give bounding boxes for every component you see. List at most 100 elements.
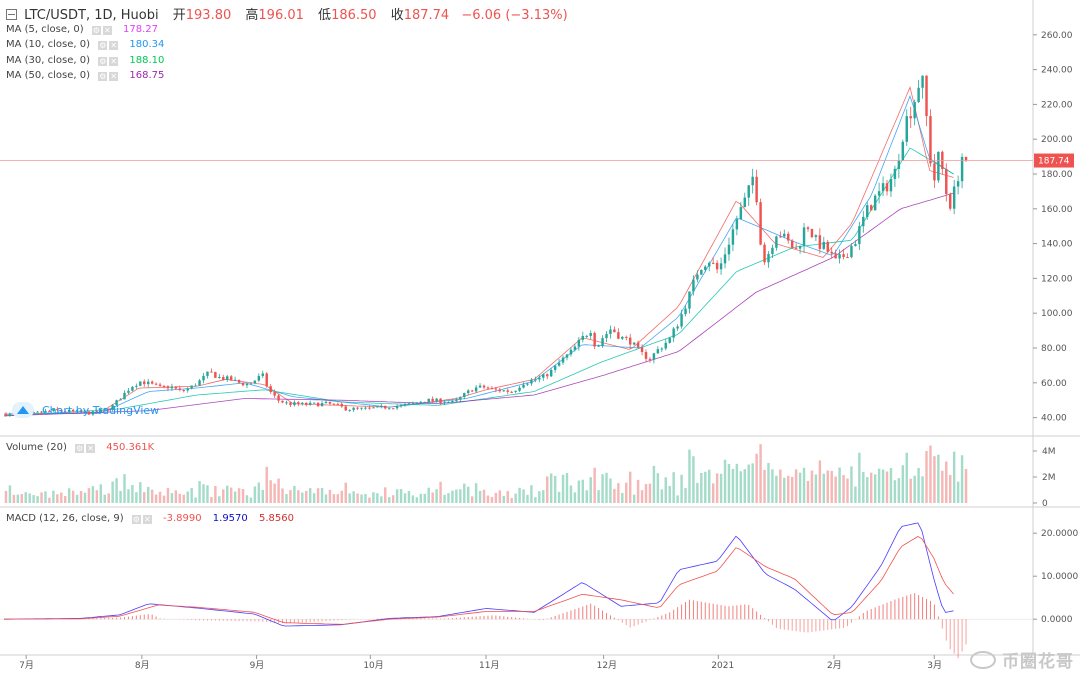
candle-body xyxy=(182,390,185,392)
volume-bar xyxy=(273,483,276,503)
candle-body xyxy=(826,241,829,252)
volume-bar xyxy=(747,464,750,503)
volume-bar xyxy=(344,482,347,503)
indicator-ma30[interactable]: MA (30, close, 0) ⚙ ✕ 188.10 xyxy=(6,55,164,66)
volume-bar xyxy=(866,477,869,503)
indicator-ma5[interactable]: MA (5, close, 0) ⚙ ✕ 178.27 xyxy=(6,24,158,35)
candle-body xyxy=(933,163,936,181)
volume-bar xyxy=(779,469,782,503)
tradingview-attribution[interactable]: Chart by TradingView xyxy=(12,402,159,418)
time-tick-label: 10月 xyxy=(363,660,383,671)
volume-bar xyxy=(166,487,170,503)
volume-bar xyxy=(771,469,774,503)
histogram-value: 5.8560 xyxy=(258,513,294,524)
price-tick-label: 80.00 xyxy=(1041,344,1067,354)
volume-bar xyxy=(182,494,185,503)
volume-bar xyxy=(526,494,529,503)
volume-bar xyxy=(913,475,916,503)
volume-bar xyxy=(549,473,553,503)
candle-body xyxy=(866,205,869,217)
macd-tick-label: 0.0000 xyxy=(1041,615,1073,625)
volume-bar xyxy=(131,485,134,503)
symbol-title: LTC/USDT, 1D, Huobi xyxy=(24,8,159,23)
volume-bar xyxy=(324,494,328,503)
volume-bar xyxy=(921,476,924,503)
volume-bar xyxy=(12,494,16,503)
close-icon[interactable]: ✕ xyxy=(102,26,112,35)
candle-body xyxy=(245,383,249,386)
candle-body xyxy=(249,383,253,385)
candle-body xyxy=(787,233,790,241)
settings-icon[interactable]: ⚙ xyxy=(75,444,85,453)
candle-body xyxy=(435,398,438,401)
ma-line xyxy=(3,86,954,415)
volume-bar xyxy=(186,491,189,503)
volume-bar xyxy=(814,474,818,503)
candle-body xyxy=(549,369,553,377)
volume-bar xyxy=(842,475,845,503)
candle-body xyxy=(64,411,67,413)
volume-bar xyxy=(447,493,450,503)
macd-legend[interactable]: MACD (12, 26, close, 9) ⚙ ✕ -3.8990 1.957… xyxy=(6,513,294,524)
indicator-label: MA (10, close, 0) xyxy=(6,39,91,50)
settings-icon[interactable]: ⚙ xyxy=(98,72,108,81)
indicator-ma50[interactable]: MA (50, close, 0) ⚙ ✕ 168.75 xyxy=(6,70,164,81)
close-icon[interactable]: ✕ xyxy=(142,515,152,524)
volume-bar xyxy=(688,449,691,503)
volume-bar xyxy=(237,488,241,503)
volume-legend[interactable]: Volume (20) ⚙ ✕ 450.361K xyxy=(6,442,154,453)
candle-body xyxy=(534,379,537,381)
volume-bar xyxy=(862,471,865,503)
volume-bar xyxy=(885,471,889,503)
volume-bar xyxy=(463,483,466,503)
candle-body xyxy=(921,75,924,88)
volume-bar xyxy=(534,497,537,503)
settings-icon[interactable]: ⚙ xyxy=(91,26,101,35)
candle-body xyxy=(107,408,110,410)
ma-line xyxy=(4,94,954,415)
volume-bar xyxy=(502,495,506,503)
candle-body xyxy=(498,389,502,392)
close-icon[interactable]: ✕ xyxy=(109,72,119,81)
close-icon[interactable]: ✕ xyxy=(109,41,119,50)
volume-bar xyxy=(52,490,55,503)
candle-body xyxy=(210,371,213,373)
close-icon[interactable]: ✕ xyxy=(109,57,119,66)
candle-body xyxy=(237,379,241,383)
open-label: 开 xyxy=(172,8,186,23)
candle-body xyxy=(739,207,743,220)
settings-icon[interactable]: ⚙ xyxy=(98,41,108,50)
candle-body xyxy=(186,388,189,391)
volume-bar xyxy=(881,469,885,503)
candle-body xyxy=(763,244,766,263)
candle-body xyxy=(581,336,585,340)
indicator-ma10[interactable]: MA (10, close, 0) ⚙ ✕ 180.34 xyxy=(6,39,164,50)
volume-bar xyxy=(830,470,833,503)
volume-bar xyxy=(514,493,517,503)
collapse-icon[interactable] xyxy=(6,9,17,20)
candle-body xyxy=(561,357,565,363)
volume-bar xyxy=(664,477,667,503)
candle-body xyxy=(668,337,671,343)
candle-body xyxy=(340,403,344,407)
candle-body xyxy=(502,390,506,392)
volume-tick-label: 0 xyxy=(1042,499,1048,509)
volume-bar xyxy=(937,454,940,503)
time-tick-label: 11月 xyxy=(479,660,499,671)
candle-body xyxy=(569,349,573,355)
volume-bar xyxy=(743,469,747,503)
candle-body xyxy=(352,407,355,410)
volume-bar xyxy=(767,463,770,503)
candle-body xyxy=(324,401,328,404)
change-value: −6.06 (−3.13%) xyxy=(461,8,568,23)
candle-body xyxy=(466,390,470,394)
volume-bar xyxy=(593,467,596,503)
volume-bar xyxy=(787,475,790,503)
candle-body xyxy=(593,332,596,347)
candle-body xyxy=(91,411,95,415)
candle-body xyxy=(336,403,340,405)
settings-icon[interactable]: ⚙ xyxy=(98,57,108,66)
close-icon[interactable]: ✕ xyxy=(86,444,96,453)
settings-icon[interactable]: ⚙ xyxy=(131,515,141,524)
